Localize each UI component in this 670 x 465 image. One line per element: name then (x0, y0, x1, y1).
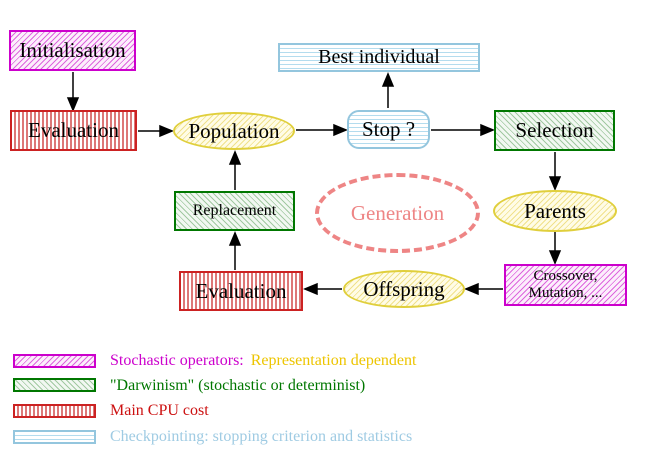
node-stop: Stop ? (347, 110, 430, 149)
node-replacement-label: Replacement (192, 202, 277, 219)
generation-label: Generation (350, 200, 445, 225)
node-initialisation-label: Initialisation (19, 38, 126, 62)
arrow-population-to-stop (296, 123, 348, 137)
legend-label-representation: Representation dependent (250, 352, 417, 369)
node-crossover-mutation-label: Crossover, Mutation, ... (528, 267, 603, 301)
generation-cycle-ellipse: Generation (315, 173, 480, 253)
legend-swatch-darwinism (13, 378, 96, 392)
legend-item-cpu-cost: Main CPU cost (110, 402, 209, 419)
node-parents-label: Parents (524, 198, 586, 223)
legend-item-darwinism: "Darwinism" (stochastic or determinist) (110, 377, 366, 394)
arrow-selection-to-parents (548, 152, 562, 191)
legend-swatch-stochastic-operators (13, 354, 96, 368)
arrow-evaluation-to-replacement (228, 231, 242, 270)
node-evaluation-top-label: Evaluation (28, 118, 119, 142)
arrow-replacement-to-population (228, 150, 242, 190)
arrow-evaluation-to-population (138, 124, 174, 138)
node-best-individual-label: Best individual (318, 46, 440, 68)
node-offspring: Offspring (343, 270, 465, 308)
arrow-init-to-evaluation (66, 72, 80, 112)
node-parents: Parents (493, 190, 617, 232)
arrow-offspring-to-evaluation (303, 282, 342, 296)
node-evaluation-top: Evaluation (10, 110, 137, 151)
arrow-stop-to-selection (431, 123, 495, 137)
node-replacement: Replacement (174, 191, 295, 231)
node-population: Population (173, 112, 295, 150)
legend-item-stochastic-operators: Stochastic operators: Representation depe… (110, 352, 416, 370)
node-evaluation-bottom-label: Evaluation (195, 278, 287, 303)
node-initialisation: Initialisation (9, 30, 136, 71)
node-crossover-mutation: Crossover, Mutation, ... (504, 264, 627, 306)
arrow-parents-to-crossover (548, 232, 562, 265)
legend-swatch-cpu-cost (13, 404, 96, 418)
legend-swatch-checkpointing (13, 430, 96, 444)
arrow-stop-to-best-individual (381, 72, 395, 108)
legend-label-stochastic: Stochastic operators: (110, 352, 244, 369)
node-selection: Selection (494, 110, 615, 151)
node-stop-label: Stop ? (361, 117, 416, 141)
node-population-label: Population (188, 118, 280, 143)
legend-item-checkpointing: Checkpointing: stopping criterion and st… (110, 428, 413, 445)
arrow-crossover-to-offspring (464, 282, 503, 296)
node-evaluation-bottom: Evaluation (179, 271, 303, 311)
node-selection-label: Selection (515, 118, 594, 142)
node-best-individual: Best individual (278, 43, 480, 72)
node-offspring-label: Offspring (363, 276, 445, 301)
